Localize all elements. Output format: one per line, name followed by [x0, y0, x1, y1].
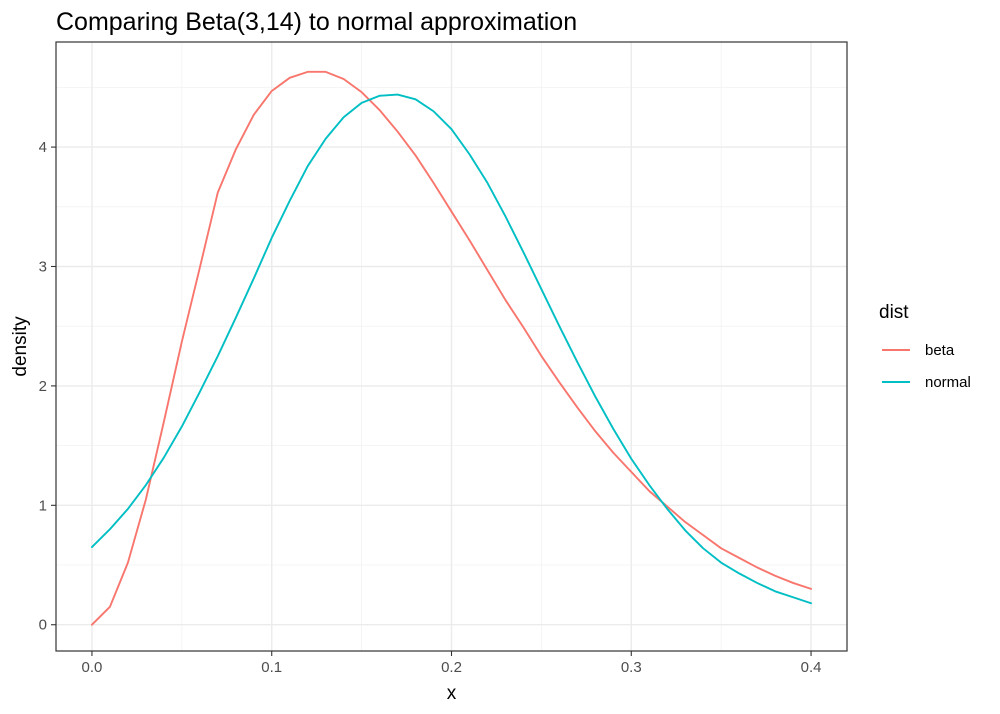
- legend-label-normal: normal: [925, 374, 971, 391]
- y-axis: 0 1 2 3 4: [39, 139, 56, 634]
- y-axis-title: density: [10, 316, 31, 377]
- y-tick-label: 4: [39, 139, 47, 156]
- x-tick-label: 0.4: [801, 659, 822, 676]
- major-gridlines: [56, 42, 847, 651]
- y-tick-label: 0: [39, 617, 47, 634]
- y-tick-label: 1: [39, 497, 47, 514]
- series-layer: [90, 70, 812, 626]
- series-line-beta: [90, 70, 812, 626]
- x-tick-label: 0.3: [621, 659, 642, 676]
- chart-title: Comparing Beta(3,14) to normal approxima…: [56, 8, 577, 36]
- legend-title: dist: [879, 302, 909, 323]
- x-axis: 0.0 0.1 0.2 0.3 0.4: [82, 651, 822, 676]
- x-tick-label: 0.1: [261, 659, 282, 676]
- x-axis-title: x: [447, 683, 457, 704]
- series-line-normal: [90, 93, 812, 605]
- legend: dist beta normal: [879, 302, 971, 391]
- legend-label-beta: beta: [925, 342, 955, 359]
- plot-panel: [55, 41, 848, 652]
- y-tick-label: 2: [39, 378, 47, 395]
- x-tick-label: 0.2: [441, 659, 462, 676]
- x-tick-label: 0.0: [82, 659, 103, 676]
- y-tick-label: 3: [39, 258, 47, 275]
